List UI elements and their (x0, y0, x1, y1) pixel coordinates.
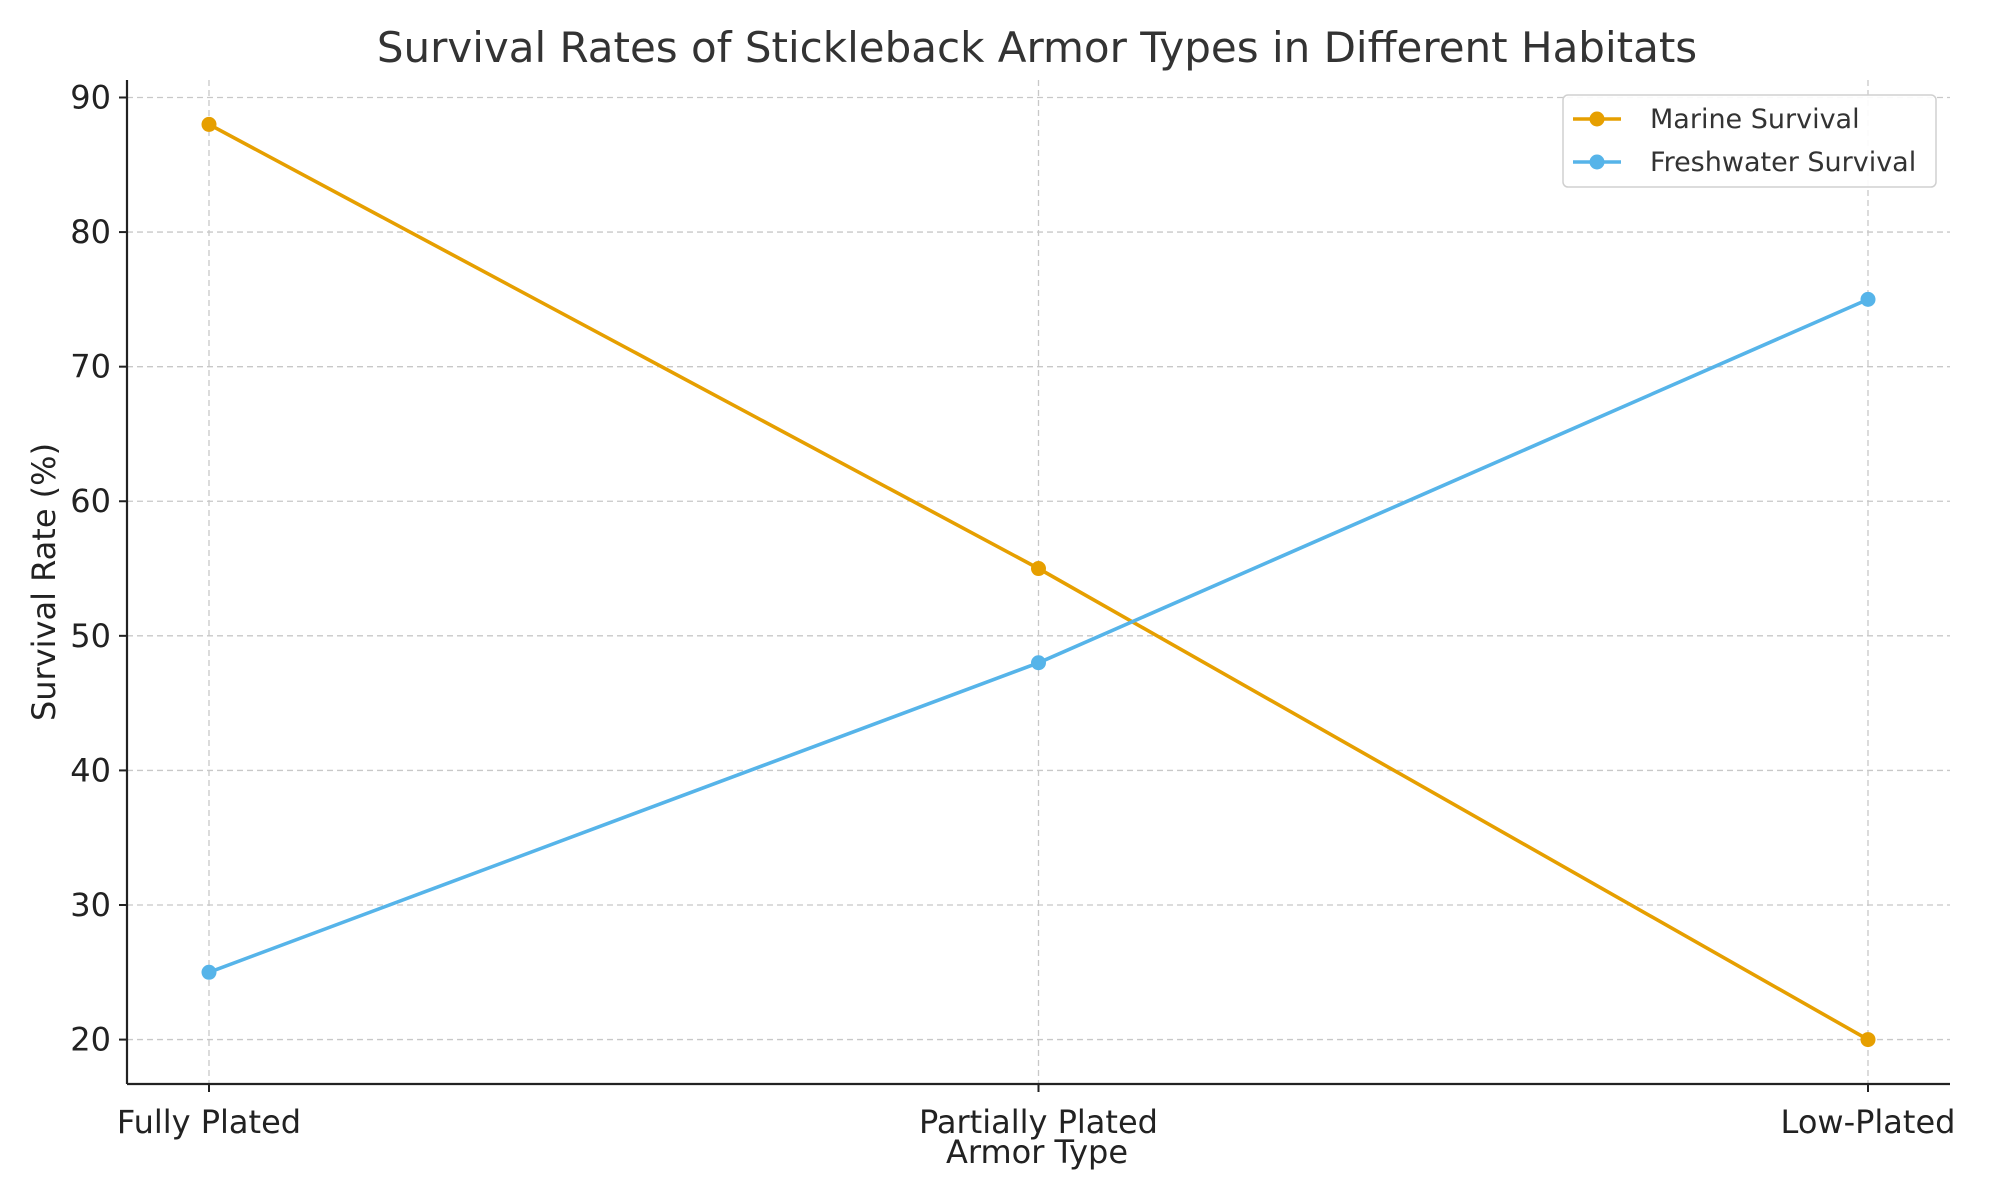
y-tick-label: 60 (70, 482, 111, 520)
data-point-freshwater (201, 964, 217, 980)
data-point-freshwater (1031, 655, 1046, 671)
legend-label-marine: Marine Survival (1650, 104, 1860, 135)
chart-title: Survival Rates of Stickleback Armor Type… (377, 23, 1697, 72)
y-tick-label: 80 (70, 213, 111, 251)
y-tick-label: 50 (70, 617, 111, 655)
data-point-marine (1031, 561, 1046, 577)
legend: Marine Survival Freshwater Survival (1562, 94, 1937, 188)
y-axis-label: Survival Rate (%) (25, 443, 63, 721)
ticks-layer: 20 30 40 50 60 70 80 90 Fully Plated Partially Pl… (70, 78, 1955, 1141)
y-tick-label: 20 (70, 1021, 111, 1059)
x-tick-label: Partially Plated (919, 1103, 1158, 1141)
x-axis-label: Armor Type (946, 1133, 1128, 1171)
y-tick-label: 40 (70, 751, 111, 789)
legend-marker-freshwater (1589, 154, 1605, 170)
data-point-marine (1860, 1032, 1876, 1048)
y-tick-label: 30 (70, 886, 111, 924)
y-tick-label: 70 (70, 348, 111, 386)
data-point-marine (201, 116, 217, 132)
y-tick-label: 90 (70, 78, 111, 116)
legend-box (1562, 94, 1937, 188)
series-layer (201, 116, 1876, 1048)
legend-marker-marine (1589, 111, 1605, 127)
x-tick-label: Low-Plated (1781, 1103, 1956, 1141)
data-point-freshwater (1860, 291, 1876, 307)
x-tick-label: Fully Plated (117, 1103, 301, 1141)
grid-layer (127, 80, 1950, 1084)
legend-label-freshwater: Freshwater Survival (1650, 147, 1916, 178)
